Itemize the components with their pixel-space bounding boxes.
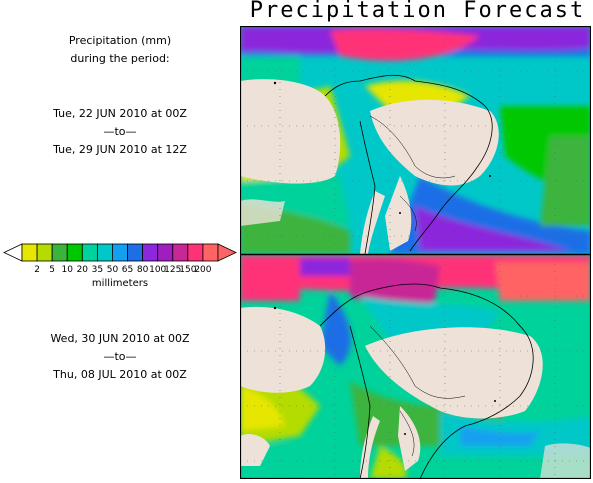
legend-swatch bbox=[157, 243, 174, 262]
legend-swatch bbox=[187, 243, 204, 262]
legend-tick-label: 125 bbox=[164, 265, 181, 275]
legend-swatch bbox=[66, 243, 83, 262]
legend-arrow-low bbox=[3, 243, 23, 262]
legend-tick-label: 200 bbox=[194, 265, 211, 275]
legend-tick-label: 80 bbox=[137, 265, 149, 275]
period-1-start: Tue, 22 JUN 2010 at 00Z bbox=[53, 107, 187, 120]
map-title: Precipitation Forecast bbox=[249, 0, 586, 23]
legend-swatch bbox=[96, 243, 113, 262]
legend-swatch bbox=[81, 243, 98, 262]
period-1-separator: —to— bbox=[103, 125, 137, 138]
period-1-end: Tue, 29 JUN 2010 at 12Z bbox=[53, 143, 187, 156]
legend-swatch bbox=[112, 243, 128, 262]
legend-units: millimeters bbox=[91, 278, 149, 289]
legend-swatch bbox=[21, 243, 38, 262]
legend-tick-label: 150 bbox=[179, 265, 196, 275]
legend-tick-label: 35 bbox=[92, 265, 103, 275]
legend-tick-label: 65 bbox=[122, 265, 133, 275]
legend-swatch bbox=[36, 243, 53, 262]
lat-lon-grid bbox=[240, 26, 591, 479]
legend-tick-label: 100 bbox=[149, 265, 166, 275]
forecast-map-svg bbox=[239, 25, 592, 480]
legend-tick-label: 5 bbox=[49, 265, 55, 275]
precip-label-line2: during the period: bbox=[70, 52, 170, 65]
legend-tick-label: 10 bbox=[62, 265, 74, 275]
legend-swatch bbox=[51, 243, 68, 262]
legend-tick-label: 2 bbox=[34, 265, 40, 275]
color-legend: 2 5 10 20 35 50 65 80 100 125 150 200 bbox=[0, 240, 240, 295]
precip-label: Precipitation (mm) during the period: bbox=[0, 32, 240, 68]
precip-label-line1: Precipitation (mm) bbox=[68, 34, 172, 47]
legend-tick-label: 50 bbox=[107, 265, 119, 275]
legend-swatch bbox=[127, 243, 144, 262]
legend-tick-label: 20 bbox=[77, 265, 89, 275]
period-2: Wed, 30 JUN 2010 at 00Z —to— Thu, 08 JUL… bbox=[0, 330, 240, 384]
map-period-1 bbox=[240, 26, 591, 254]
period-2-separator: —to— bbox=[103, 350, 137, 363]
period-2-end: Thu, 08 JUL 2010 at 00Z bbox=[53, 368, 187, 381]
period-2-start: Wed, 30 JUN 2010 at 00Z bbox=[50, 332, 190, 345]
legend-swatch bbox=[172, 243, 189, 262]
forecast-maps bbox=[239, 25, 592, 480]
legend-swatch bbox=[142, 243, 159, 262]
map-period-2 bbox=[240, 255, 591, 479]
legend-arrow-high bbox=[217, 243, 237, 262]
period-1: Tue, 22 JUN 2010 at 00Z —to— Tue, 29 JUN… bbox=[0, 105, 240, 159]
legend-swatch bbox=[202, 243, 219, 262]
